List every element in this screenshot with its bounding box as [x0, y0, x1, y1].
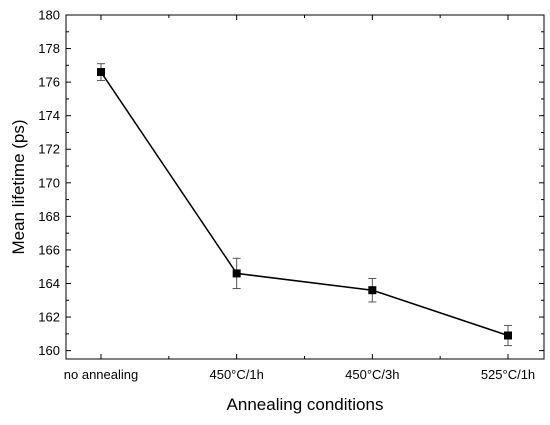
- y-tick-label: 160: [38, 343, 60, 358]
- y-tick-label: 168: [38, 209, 60, 224]
- y-tick-label: 166: [38, 242, 60, 257]
- y-tick-label: 176: [38, 75, 60, 90]
- x-axis: no annealing 450°C/1h 450°C/3h 525°C/1h: [64, 15, 535, 382]
- data-point: [97, 68, 105, 77]
- x-tick-label: no annealing: [64, 367, 138, 382]
- y-tick-label: 172: [38, 142, 60, 157]
- y-tick-label: 180: [38, 8, 60, 23]
- y-tick-label: 178: [38, 41, 60, 56]
- y-tick-label: 170: [38, 175, 60, 190]
- x-tick-label: 525°C/1h: [481, 367, 535, 382]
- data-point: [368, 286, 377, 295]
- y-tick-label: 164: [38, 276, 60, 291]
- data-point: [232, 269, 241, 278]
- series-layer: [97, 63, 512, 347]
- x-tick-label: 450°C/1h: [209, 367, 263, 382]
- y-tick-label: 162: [38, 310, 60, 325]
- y-tick-label: 174: [38, 108, 60, 123]
- data-point: [504, 331, 512, 340]
- y-axis-title: Mean lifetime (ps): [9, 119, 28, 254]
- x-tick-label: 450°C/3h: [345, 367, 399, 382]
- series-line: [100, 71, 509, 337]
- y-axis: 160 162 164 166 168 170 172 174 176 178 180: [38, 8, 544, 358]
- x-axis-title: Annealing conditions: [227, 395, 384, 414]
- plot-frame: [65, 14, 545, 360]
